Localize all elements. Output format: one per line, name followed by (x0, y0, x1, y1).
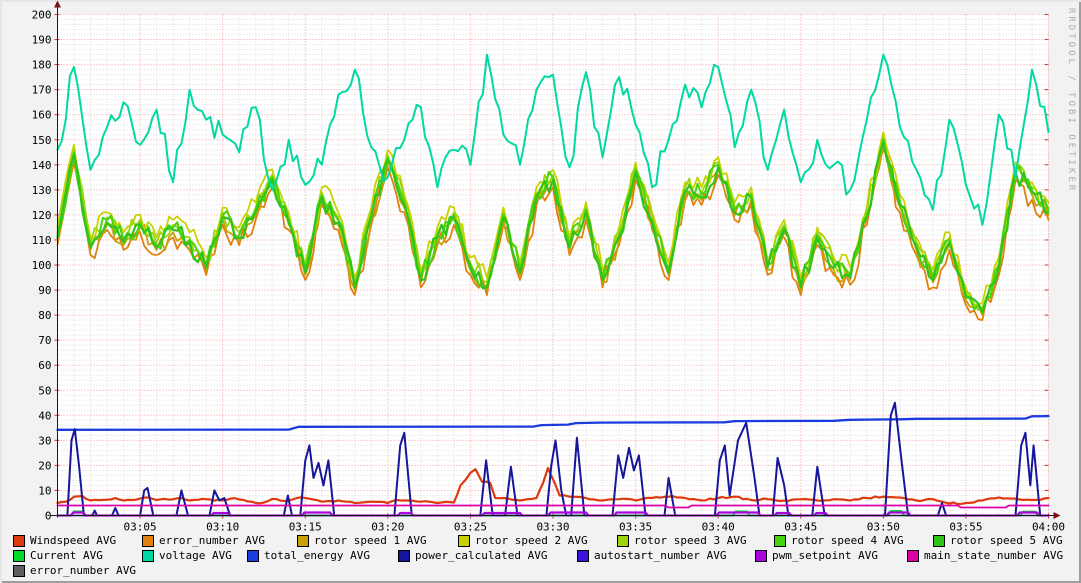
watermark-text: RRDTOOL / TOBI OETIKER (1066, 8, 1076, 194)
x-axis-label: 03:35 (619, 521, 652, 534)
x-axis-label: 04:00 (1032, 521, 1065, 534)
y-axis-label: 30 (38, 434, 51, 447)
y-axis-label: 80 (38, 309, 51, 322)
y-axis-label: 60 (38, 359, 51, 372)
series-total-energy-avg (56, 414, 1050, 431)
y-axis-label: 40 (38, 409, 51, 422)
x-axis-label: 03:55 (949, 521, 982, 534)
y-axis-label: 170 (32, 84, 52, 97)
y-axis-label: 0 (45, 510, 52, 523)
y-axis-label: 90 (38, 284, 51, 297)
y-axis-label: 130 (32, 184, 52, 197)
y-axis-label: 10 (38, 484, 51, 497)
x-axis-label: 03:50 (867, 521, 900, 534)
y-axis-label: 70 (38, 334, 51, 347)
x-axis-arrow-icon (1053, 512, 1061, 519)
y-axis-label: 100 (32, 259, 52, 272)
y-axis-label: 190 (32, 34, 52, 47)
series-rotor-speed-2-avg (56, 131, 1050, 306)
y-axis-arrow-icon (54, 0, 61, 8)
y-axis-label: 140 (32, 159, 52, 172)
plot-group: 0 10 20 30 40 50 60 70 80 90 100 110 120 130 140 150 160… (32, 0, 1065, 534)
x-axis-label: 03:05 (124, 521, 157, 534)
x-axis-label: 03:45 (784, 521, 817, 534)
y-axis-label: 150 (32, 134, 52, 147)
y-axis-label: 110 (32, 234, 52, 247)
x-axis-label: 03:30 (536, 521, 569, 534)
x-axis-label: 03:10 (206, 521, 239, 534)
y-axis-label: 120 (32, 209, 52, 222)
y-axis-label: 180 (32, 59, 52, 72)
x-axis-label: 03:15 (289, 521, 322, 534)
series-rotor-speed-4-avg (56, 138, 1050, 312)
x-axis-label: 03:20 (371, 521, 404, 534)
x-axis-label: 03:25 (454, 521, 487, 534)
y-axis-label: 160 (32, 109, 52, 122)
y-axis-label: 20 (38, 459, 51, 472)
y-axis-label: 200 (32, 9, 52, 22)
y-axis-label: 50 (38, 384, 51, 397)
x-axis-label: 03:40 (702, 521, 735, 534)
series-rotor-speed-5-avg (56, 141, 1050, 314)
series-voltage-avg (56, 53, 1050, 226)
series-rotor-speed-3-avg (56, 136, 1050, 311)
series-windspeed-avg (56, 466, 1050, 506)
series-main-state-number-avg (56, 504, 1050, 509)
